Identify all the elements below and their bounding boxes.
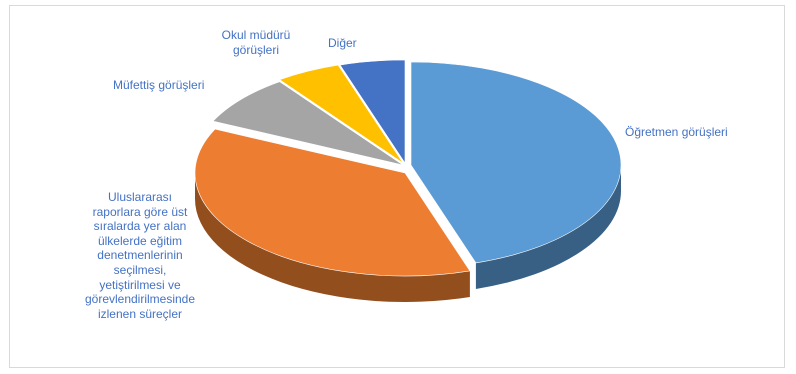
pie-slice-4 [339,59,406,164]
label-okul-muduru: Okul müdürü görüşleri [213,28,299,57]
label-diger: Diğer [328,36,357,50]
pie-sides [195,165,621,302]
label-surecler-line: raporlara göre üst [92,204,188,219]
label-surecler-line: sıralarda yer alan [93,219,187,234]
label-mufettis: Müfettiş görüşleri [113,78,205,92]
label-okul-line1: Okul müdürü [221,28,291,42]
label-surecler-line: ülkelerde eğitim [97,233,183,248]
label-surecler-line: yetiştirilmesi ve [99,277,181,292]
label-ogretmen: Öğretmen görüşleri [625,125,728,139]
pie-slice-side [475,165,621,289]
label-surecler-line: Uluslararası [107,190,173,204]
pie-slice-3 [278,64,404,164]
label-surecler-line: seçilmesi, [113,262,167,277]
pie-slice-1 [194,128,471,277]
label-surecler-line: izlenen süreçler [97,306,183,321]
label-surecler: Uluslararası raporlara göre üst sıralarda … [60,190,220,321]
pie-slice-0 [410,61,622,264]
label-surecler-line: görevlendirilmesinde [84,292,196,307]
label-okul-line2: görüşleri [232,42,280,57]
pie-slice-2 [212,81,404,166]
label-surecler-line: denetmenlerinin [97,248,183,263]
pie-tops [194,59,622,277]
pie-slice-side [195,173,470,302]
